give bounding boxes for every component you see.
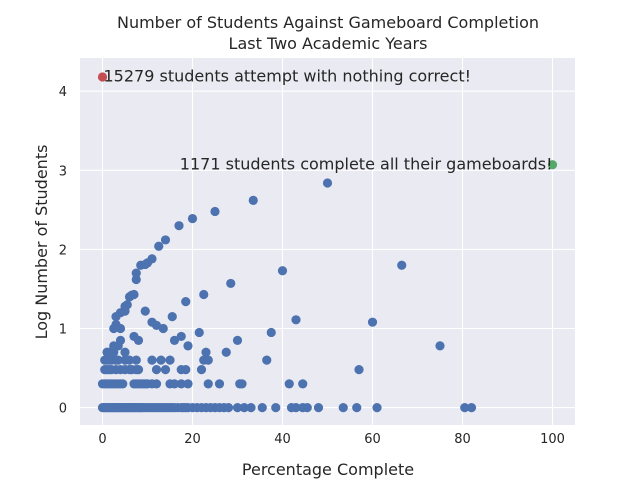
data-point [277, 266, 288, 276]
zero-correct-point [97, 72, 108, 82]
y-tick-label: 0 [59, 402, 67, 417]
data-point [298, 379, 308, 389]
data-point [266, 327, 276, 338]
data-point [129, 289, 139, 300]
x-tick-label: 0 [98, 432, 106, 447]
data-point [167, 312, 177, 322]
x-tick-label: 80 [454, 432, 471, 447]
chart-title-line1: Number of Students Against Gameboard Com… [117, 13, 539, 32]
data-point [169, 335, 180, 345]
data-point [397, 260, 407, 270]
data-point [291, 402, 301, 413]
y-tick-label: 3 [59, 164, 67, 179]
data-point [196, 365, 207, 375]
y-tick-label: 1 [59, 323, 67, 338]
annotations: 15279 students attempt with nothing corr… [104, 66, 553, 173]
data-point [176, 331, 186, 342]
data-point [118, 379, 128, 389]
data-point [131, 355, 141, 365]
data-point [140, 306, 150, 316]
x-tick-labels: 0 20 40 60 80 100 [98, 432, 565, 447]
data-point [466, 402, 477, 413]
data-points [97, 178, 477, 413]
highlight-points [97, 72, 558, 170]
data-point [160, 365, 171, 375]
y-tick-label: 2 [59, 243, 67, 258]
data-point [203, 379, 213, 389]
data-point [284, 379, 294, 389]
data-point [120, 301, 130, 311]
data-point [435, 341, 445, 351]
data-point [133, 365, 144, 375]
data-point [338, 402, 348, 413]
data-point [352, 402, 362, 413]
x-axis-label: Percentage Complete [242, 460, 414, 479]
data-point [262, 355, 272, 365]
data-point [174, 221, 184, 231]
data-point [194, 327, 204, 338]
y-axis-label: Log Number of Students [32, 145, 51, 340]
data-point [165, 355, 175, 365]
data-point [214, 379, 225, 389]
data-point [223, 402, 234, 413]
data-point [271, 402, 281, 413]
data-point [151, 379, 162, 389]
data-point [232, 402, 243, 413]
x-tick-label: 20 [184, 432, 201, 447]
data-point [160, 235, 171, 245]
y-tick-labels: 0 1 2 3 4 [59, 85, 67, 416]
data-point [203, 355, 213, 365]
data-point [246, 402, 256, 413]
data-point [302, 402, 312, 413]
data-point [187, 213, 198, 224]
data-point [257, 402, 267, 413]
data-point [115, 335, 126, 345]
data-point [210, 206, 220, 217]
data-point [322, 178, 333, 188]
all-complete-point [547, 160, 558, 170]
data-point [226, 278, 236, 289]
data-point [201, 347, 211, 357]
data-point [147, 355, 157, 365]
data-point [367, 317, 378, 327]
data-point [113, 355, 123, 365]
data-point [199, 289, 209, 300]
annotation-all-complete: 1171 students complete all their gameboa… [180, 154, 553, 173]
data-point [354, 365, 364, 375]
data-point [237, 379, 247, 389]
data-point [239, 402, 249, 413]
data-point [131, 274, 141, 285]
data-point [372, 402, 382, 413]
data-point [183, 379, 193, 389]
data-point [133, 335, 144, 345]
data-point [460, 402, 470, 413]
data-point [158, 323, 168, 334]
chart-title-line2: Last Two Academic Years [229, 34, 428, 53]
data-point [313, 402, 324, 413]
data-point [115, 323, 126, 334]
data-point [221, 347, 231, 357]
data-point [176, 379, 186, 389]
data-point [169, 379, 180, 389]
x-tick-label: 40 [274, 432, 291, 447]
data-point [181, 365, 191, 375]
data-point [151, 365, 162, 375]
annotation-nothing-correct: 15279 students attempt with nothing corr… [104, 66, 472, 85]
data-point [183, 341, 193, 351]
data-point [156, 355, 166, 365]
data-point [232, 335, 243, 345]
data-point [181, 297, 191, 307]
x-tick-label: 60 [364, 432, 381, 447]
x-tick-label: 100 [540, 432, 565, 447]
data-point [248, 195, 258, 205]
data-point [131, 268, 141, 278]
y-tick-label: 4 [59, 85, 67, 100]
data-point [120, 347, 130, 357]
data-point [124, 355, 135, 365]
data-point [147, 254, 157, 264]
data-point [291, 315, 301, 325]
data-point [154, 241, 164, 251]
